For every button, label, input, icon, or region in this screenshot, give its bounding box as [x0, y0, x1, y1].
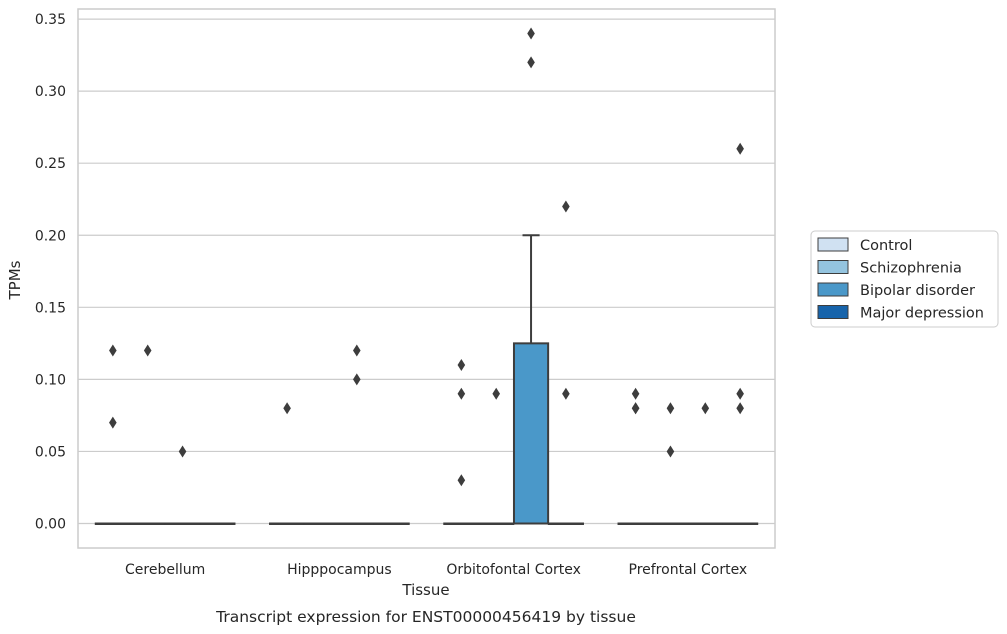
box-body	[512, 342, 550, 525]
legend-swatch	[817, 237, 849, 252]
outlier-point	[666, 402, 675, 415]
legend-swatch	[817, 282, 849, 297]
y-tick-label: 0.15	[35, 300, 66, 316]
legend-label: Schizophrenia	[860, 261, 962, 277]
outlier-point	[562, 387, 570, 400]
legend-swatch	[817, 305, 849, 319]
outlier-point	[736, 142, 744, 155]
box-bipolar-disorder	[338, 522, 375, 525]
y-tick-label: 0.30	[35, 84, 66, 100]
y-tick-label: 0.10	[35, 372, 66, 388]
outlier-point	[527, 27, 535, 40]
box-series-layer	[94, 234, 759, 525]
x-tick-label: Hipppocampus	[287, 562, 392, 578]
box-bipolar-disorder	[687, 522, 724, 525]
outlier-point	[492, 387, 500, 400]
outlier-point	[109, 416, 117, 429]
box-control	[269, 522, 306, 525]
outlier-point	[353, 373, 361, 386]
y-tick-label: 0.25	[35, 156, 66, 172]
legend-label: Major depression	[860, 306, 984, 322]
outlier-point	[457, 358, 466, 371]
box-schizophrenia	[652, 522, 689, 525]
box-schizophrenia	[129, 522, 166, 525]
y-axis-ticks: 0.00 0.05 0.10 0.15 0.20 0.25 0.30 0.35	[35, 12, 66, 532]
outlier-point	[631, 387, 640, 400]
box-major-depression	[373, 522, 410, 525]
box-bipolar-disorder	[512, 234, 550, 525]
y-tick-label: 0.20	[35, 228, 66, 244]
legend-swatch	[817, 260, 849, 274]
y-tick-label: 0.05	[35, 444, 66, 460]
legend-item: Control	[817, 237, 912, 254]
outlier-point	[109, 344, 117, 357]
box-control	[94, 522, 131, 525]
outlier-point	[353, 344, 361, 357]
outlier-point	[631, 402, 640, 415]
outlier-points-layer	[109, 27, 744, 487]
x-tick-label: Cerebellum	[125, 562, 205, 578]
plot-area-frame	[77, 8, 776, 549]
outlier-point	[178, 445, 187, 458]
legend-label: Bipolar disorder	[860, 283, 975, 299]
outlier-point	[562, 200, 570, 213]
box-control	[617, 522, 654, 525]
outlier-point	[457, 474, 466, 487]
legend-item: Major depression	[817, 305, 984, 322]
chart-caption: Transcript expression for ENST0000045641…	[215, 608, 636, 626]
outlier-point	[701, 402, 710, 415]
outlier-point	[283, 402, 291, 415]
legend-item: Bipolar disorder	[817, 282, 975, 299]
legend-items: Control Schizophrenia Bipolar disorder Majo…	[817, 237, 984, 322]
box-bipolar-disorder	[164, 522, 201, 525]
y-tick-label: 0.00	[35, 517, 66, 533]
x-axis-ticks: Cerebellum Hipppocampus Orbitofontal Corte…	[125, 562, 747, 578]
outlier-point	[736, 387, 744, 400]
outlier-point	[736, 402, 744, 415]
y-tick-label: 0.35	[35, 12, 66, 28]
x-axis-label: Tissue	[401, 581, 449, 599]
outlier-point	[457, 387, 466, 400]
x-tick-label: Prefrontal Cortex	[629, 562, 748, 578]
box-major-depression	[547, 522, 584, 525]
y-axis-label: TPMs	[6, 260, 24, 300]
legend-item: Schizophrenia	[817, 260, 962, 277]
box-major-depression	[722, 522, 759, 525]
x-tick-label: Orbitofontal Cortex	[446, 562, 581, 578]
box-control	[443, 522, 480, 525]
legend: Control Schizophrenia Bipolar disorder Majo…	[810, 230, 999, 328]
box-schizophrenia	[303, 522, 341, 525]
box-schizophrenia	[478, 522, 515, 525]
box-major-depression	[199, 522, 236, 525]
y-gridlines	[78, 18, 775, 525]
legend-frame	[810, 230, 999, 328]
legend-label: Control	[860, 238, 912, 254]
outlier-point	[527, 56, 535, 69]
outlier-point	[666, 445, 675, 458]
outlier-point	[143, 344, 152, 357]
